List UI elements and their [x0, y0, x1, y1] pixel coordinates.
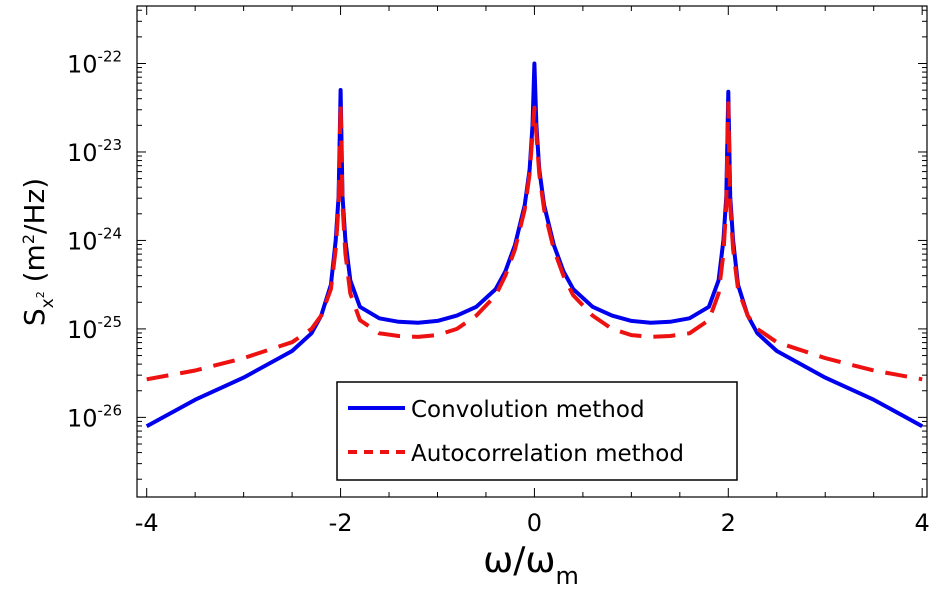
legend-label-autocorrelation: Autocorrelation method — [411, 441, 684, 467]
series-line-autocorrelation — [146, 101, 923, 382]
y-tick-label-exponent: -22 — [98, 48, 123, 66]
y-tick-label: 10-24 — [67, 224, 122, 255]
y-tick-label: 10-25 — [67, 313, 122, 344]
y-axis-title-sub-sup: 2 — [34, 291, 47, 298]
x-tick-label: -2 — [329, 509, 353, 537]
y-axis-title-sub: x — [38, 298, 58, 308]
y-tick-label-base: 10 — [67, 227, 98, 255]
y-tick-label-base: 10 — [67, 404, 98, 432]
legend: Convolution method Autocorrelation metho… — [336, 381, 738, 481]
x-tick-label: 2 — [721, 509, 736, 537]
y-tick-label-base: 10 — [67, 139, 98, 167]
x-tick-labels: -4 -2 0 2 4 — [135, 509, 930, 537]
x-axis-title-base: ω/ω — [483, 540, 555, 581]
axis-ticks — [137, 6, 927, 497]
y-tick-label-exponent: -24 — [98, 224, 123, 242]
y-axis-title-base: S — [18, 308, 51, 326]
y-axis-title-unit-pre: (m — [18, 244, 51, 291]
y-tick-label-base: 10 — [67, 316, 98, 344]
x-tick-label: -4 — [135, 509, 159, 537]
x-tick-label: 0 — [527, 509, 542, 537]
y-tick-label: 10-26 — [67, 401, 122, 432]
y-tick-label-exponent: -23 — [98, 136, 123, 154]
x-axis-title-sub: m — [556, 562, 579, 590]
legend-box — [336, 381, 738, 481]
plot-frame — [136, 5, 928, 498]
y-tick-label-exponent: -26 — [98, 401, 123, 419]
y-axis-title-unit-post: /Hz) — [18, 178, 51, 234]
y-tick-label: 10-23 — [67, 136, 122, 167]
legend-label-convolution: Convolution method — [411, 397, 645, 423]
y-tick-label-base: 10 — [67, 51, 98, 79]
y-tick-label: 10-22 — [67, 48, 122, 79]
x-axis-title: ω/ωm — [483, 540, 579, 590]
series-lines — [145, 61, 924, 428]
y-axis-title: Sx2 (m2/Hz) — [18, 178, 58, 326]
y-tick-label-exponent: -25 — [98, 313, 123, 331]
y-axis-title-unit-sup: 2 — [19, 234, 38, 244]
x-tick-label: 4 — [915, 509, 930, 537]
